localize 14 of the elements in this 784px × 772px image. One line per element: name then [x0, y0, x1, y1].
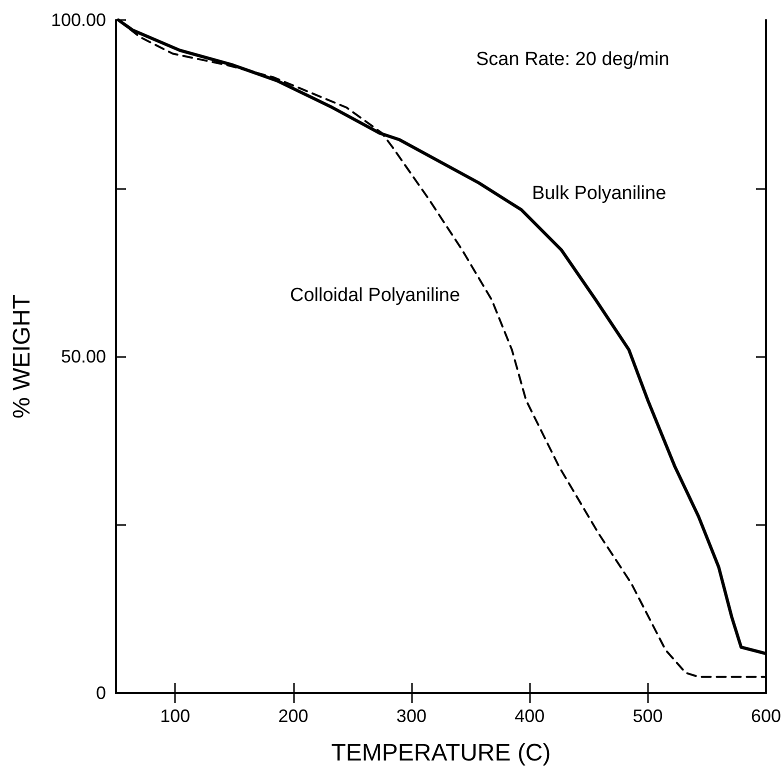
y-axis-title: % WEIGHT [8, 294, 36, 418]
x-axis-title: TEMPERATURE (C) [331, 740, 551, 766]
x-tick-label: 400 [514, 706, 545, 726]
x-tick-label: 300 [396, 706, 426, 726]
annotation: Scan Rate: 20 deg/min [476, 49, 670, 70]
x-tick-label: 600 [750, 706, 782, 726]
y-tick-label: 0 [96, 683, 106, 703]
y-tick-label: 50.00 [60, 346, 106, 366]
y-tick-label: 100.00 [50, 10, 106, 30]
series-label: Colloidal Polyaniline [290, 285, 460, 306]
x-tick-label: 200 [278, 706, 308, 726]
x-tick-label: 100 [160, 706, 190, 726]
x-tick-label: 500 [632, 706, 663, 726]
series-label: Bulk Polyaniline [532, 183, 666, 204]
